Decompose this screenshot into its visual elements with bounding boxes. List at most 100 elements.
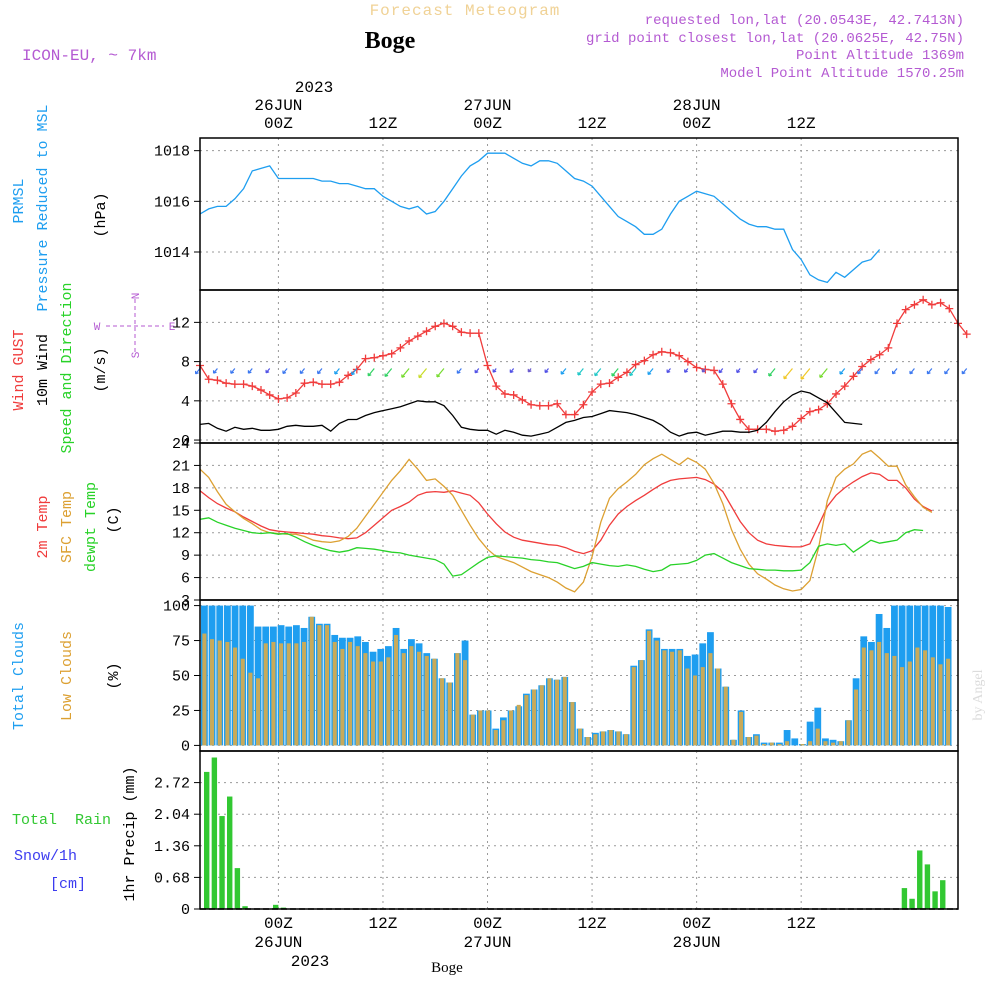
bottom-hour-label-3: 12Z [578,915,607,933]
low-cloud-bar-10 [279,643,284,746]
gust-point-88 [962,330,971,339]
total-cloud-bar-77 [791,738,799,746]
temp-series-1-line [199,449,933,593]
pressure-label-msl: Pressure Reduced to MSL [35,104,52,311]
low-cloud-bar-71 [746,737,751,746]
gust-point-2 [213,376,222,385]
wind-arrow-84 [926,368,933,375]
gust-point-4 [230,380,239,389]
wind-label-direction: Speed and Direction [59,282,76,453]
temp-ytick-label-3: 12 [172,526,190,543]
low-cloud-bar-19 [348,641,353,746]
wind-arrow-16 [334,368,340,375]
low-cloud-bar-8 [263,643,268,746]
low-cloud-bar-35 [470,714,475,746]
low-cloud-bar-94 [923,650,928,746]
wind-arrow-72 [819,368,828,379]
gust-point-45 [588,388,597,396]
gust-point-70 [805,407,814,416]
wind-arrow-42 [560,368,567,375]
gust-point-26 [422,327,431,336]
total-cloud-bar-76 [783,730,791,746]
gust-point-27 [431,322,440,331]
rain-bar-0 [204,771,210,909]
bottom-time-labels: 00Z 12Z 00Z 12Z 00Z 12Z 26JUN 27JUN 28JUN [254,915,816,952]
gust-point-85 [936,298,945,307]
low-cloud-bar-70 [739,711,744,746]
bottom-year-label: 2023 [291,953,329,971]
pressure-panel: 1014 1016 1018 [154,137,959,291]
top-time-labels: 00Z 12Z 00Z 12Z 00Z 12Z 26JUN 27JUN 28JUN [254,97,816,133]
pressure-labels: PRMSL Pressure Reduced to MSL (hPa) [11,104,110,311]
low-cloud-bar-22 [371,661,376,746]
gust-point-40 [544,401,553,410]
precip-unit: 1hr Precip (mm) [122,766,139,901]
temp-ytick-label-4: 15 [172,503,190,520]
gust-point-28 [439,319,448,328]
low-cloud-bar-47 [562,676,567,746]
low-cloud-bar-6 [248,672,253,746]
low-cloud-bar-3 [225,641,230,746]
gust-point-53 [657,347,666,356]
precip-panel: 0 0.68 1.36 2.04 2.72 [154,750,959,919]
gust-point-3 [222,379,231,388]
wind-arrow-14 [317,368,323,375]
location-title: Boge [365,28,416,54]
low-cloud-bar-74 [769,742,774,746]
gust-point-62 [736,415,745,424]
grid-point-coords: grid point closest lon,lat (20.0625E, 42… [586,31,964,47]
point-altitude: Point Altitude 1369m [796,48,964,64]
gust-point-36 [509,390,518,399]
temp-unit: (C) [106,506,123,533]
low-cloud-bar-57 [639,660,644,746]
low-cloud-bar-38 [493,730,498,746]
low-cloud-bar-63 [685,668,690,746]
wind-arrow-38 [527,368,532,373]
gust-point-8 [265,390,274,399]
gust-point-57 [692,363,701,372]
wind-arrow-54 [666,368,671,374]
gust-point-83 [919,295,928,304]
low-cloud-bar-75 [777,744,782,746]
wind-label-10m: 10m Wind [35,334,52,406]
compass-w: W [94,322,101,334]
wind-arrow-2 [212,368,218,374]
low-cloud-bar-14 [309,616,314,746]
gust-point-25 [413,332,422,341]
gust-point-81 [901,305,910,314]
wind-arrow-20 [367,368,375,377]
low-cloud-bar-97 [946,658,951,746]
gust-point-23 [396,343,405,352]
requested-coords: requested lon,lat (20.0543E, 42.7413N) [645,13,964,29]
gust-point-48 [614,373,623,382]
wind-arrow-8 [265,368,271,374]
wind-ytick-label-2: 8 [181,355,190,372]
gust-point-33 [483,361,492,370]
gust-point-5 [239,380,248,389]
low-cloud-bar-0 [202,633,207,746]
gust-point-80 [893,319,902,328]
low-cloud-bar-49 [578,728,583,746]
precip-frame [199,750,959,910]
low-cloud-bar-20 [355,646,360,746]
wind-labels: Wind GUST 10m Wind Speed and Direction (… [11,282,176,453]
temp-series-2-line [199,517,924,577]
wind-arrow-74 [839,368,846,375]
rain-bar-3 [227,796,233,909]
wind-arrow-70 [800,368,811,380]
pressure-series-0-line [199,152,881,284]
wind-arrow-22 [384,368,393,378]
gust-point-56 [683,357,692,366]
low-cloud-bar-51 [593,734,598,746]
wind-arrow-48 [611,368,619,377]
bottom-date-label-1: 27JUN [464,934,512,952]
compass-rose-icon: N S W E [94,293,176,359]
gust-point-54 [666,348,675,357]
rain-bar-4 [234,868,241,909]
low-cloud-bar-40 [509,710,514,746]
low-cloud-bar-34 [463,660,468,746]
wind-ytick-label-1: 4 [181,394,190,411]
low-cloud-bar-13 [302,641,307,746]
gust-point-50 [631,360,640,369]
